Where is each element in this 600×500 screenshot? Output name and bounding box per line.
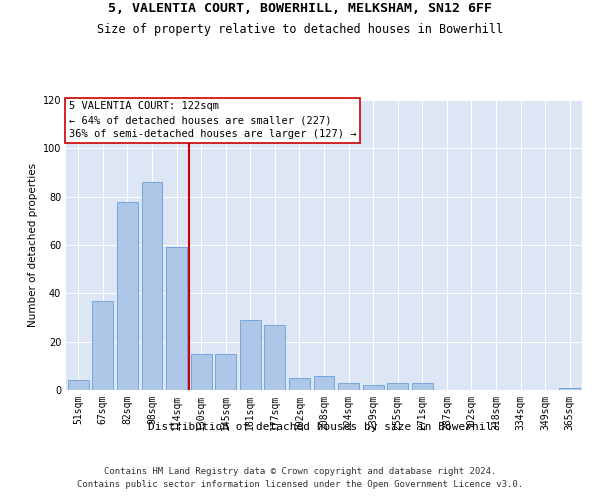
Bar (265, 325, 286, 390)
Bar (142, 182, 163, 390)
Bar (166, 248, 187, 390)
Bar (362, 385, 383, 390)
Bar (92, 300, 113, 390)
Bar (338, 383, 359, 390)
Bar (314, 376, 334, 390)
Text: Contains HM Land Registry data © Crown copyright and database right 2024.: Contains HM Land Registry data © Crown c… (104, 468, 496, 476)
Y-axis label: Number of detached properties: Number of detached properties (28, 163, 38, 327)
Bar (387, 383, 408, 390)
Bar (117, 202, 138, 390)
Bar (412, 383, 433, 390)
Bar (240, 320, 261, 390)
Bar (191, 354, 212, 390)
Bar (289, 378, 310, 390)
Text: Distribution of detached houses by size in Bowerhill: Distribution of detached houses by size … (149, 422, 499, 432)
Bar (559, 388, 580, 390)
Bar (215, 354, 236, 390)
Text: 5, VALENTIA COURT, BOWERHILL, MELKSHAM, SN12 6FF: 5, VALENTIA COURT, BOWERHILL, MELKSHAM, … (108, 2, 492, 16)
Text: Size of property relative to detached houses in Bowerhill: Size of property relative to detached ho… (97, 22, 503, 36)
Bar (68, 380, 89, 390)
Text: 5 VALENTIA COURT: 122sqm
← 64% of detached houses are smaller (227)
36% of semi-: 5 VALENTIA COURT: 122sqm ← 64% of detach… (68, 102, 356, 140)
Text: Contains public sector information licensed under the Open Government Licence v3: Contains public sector information licen… (77, 480, 523, 489)
